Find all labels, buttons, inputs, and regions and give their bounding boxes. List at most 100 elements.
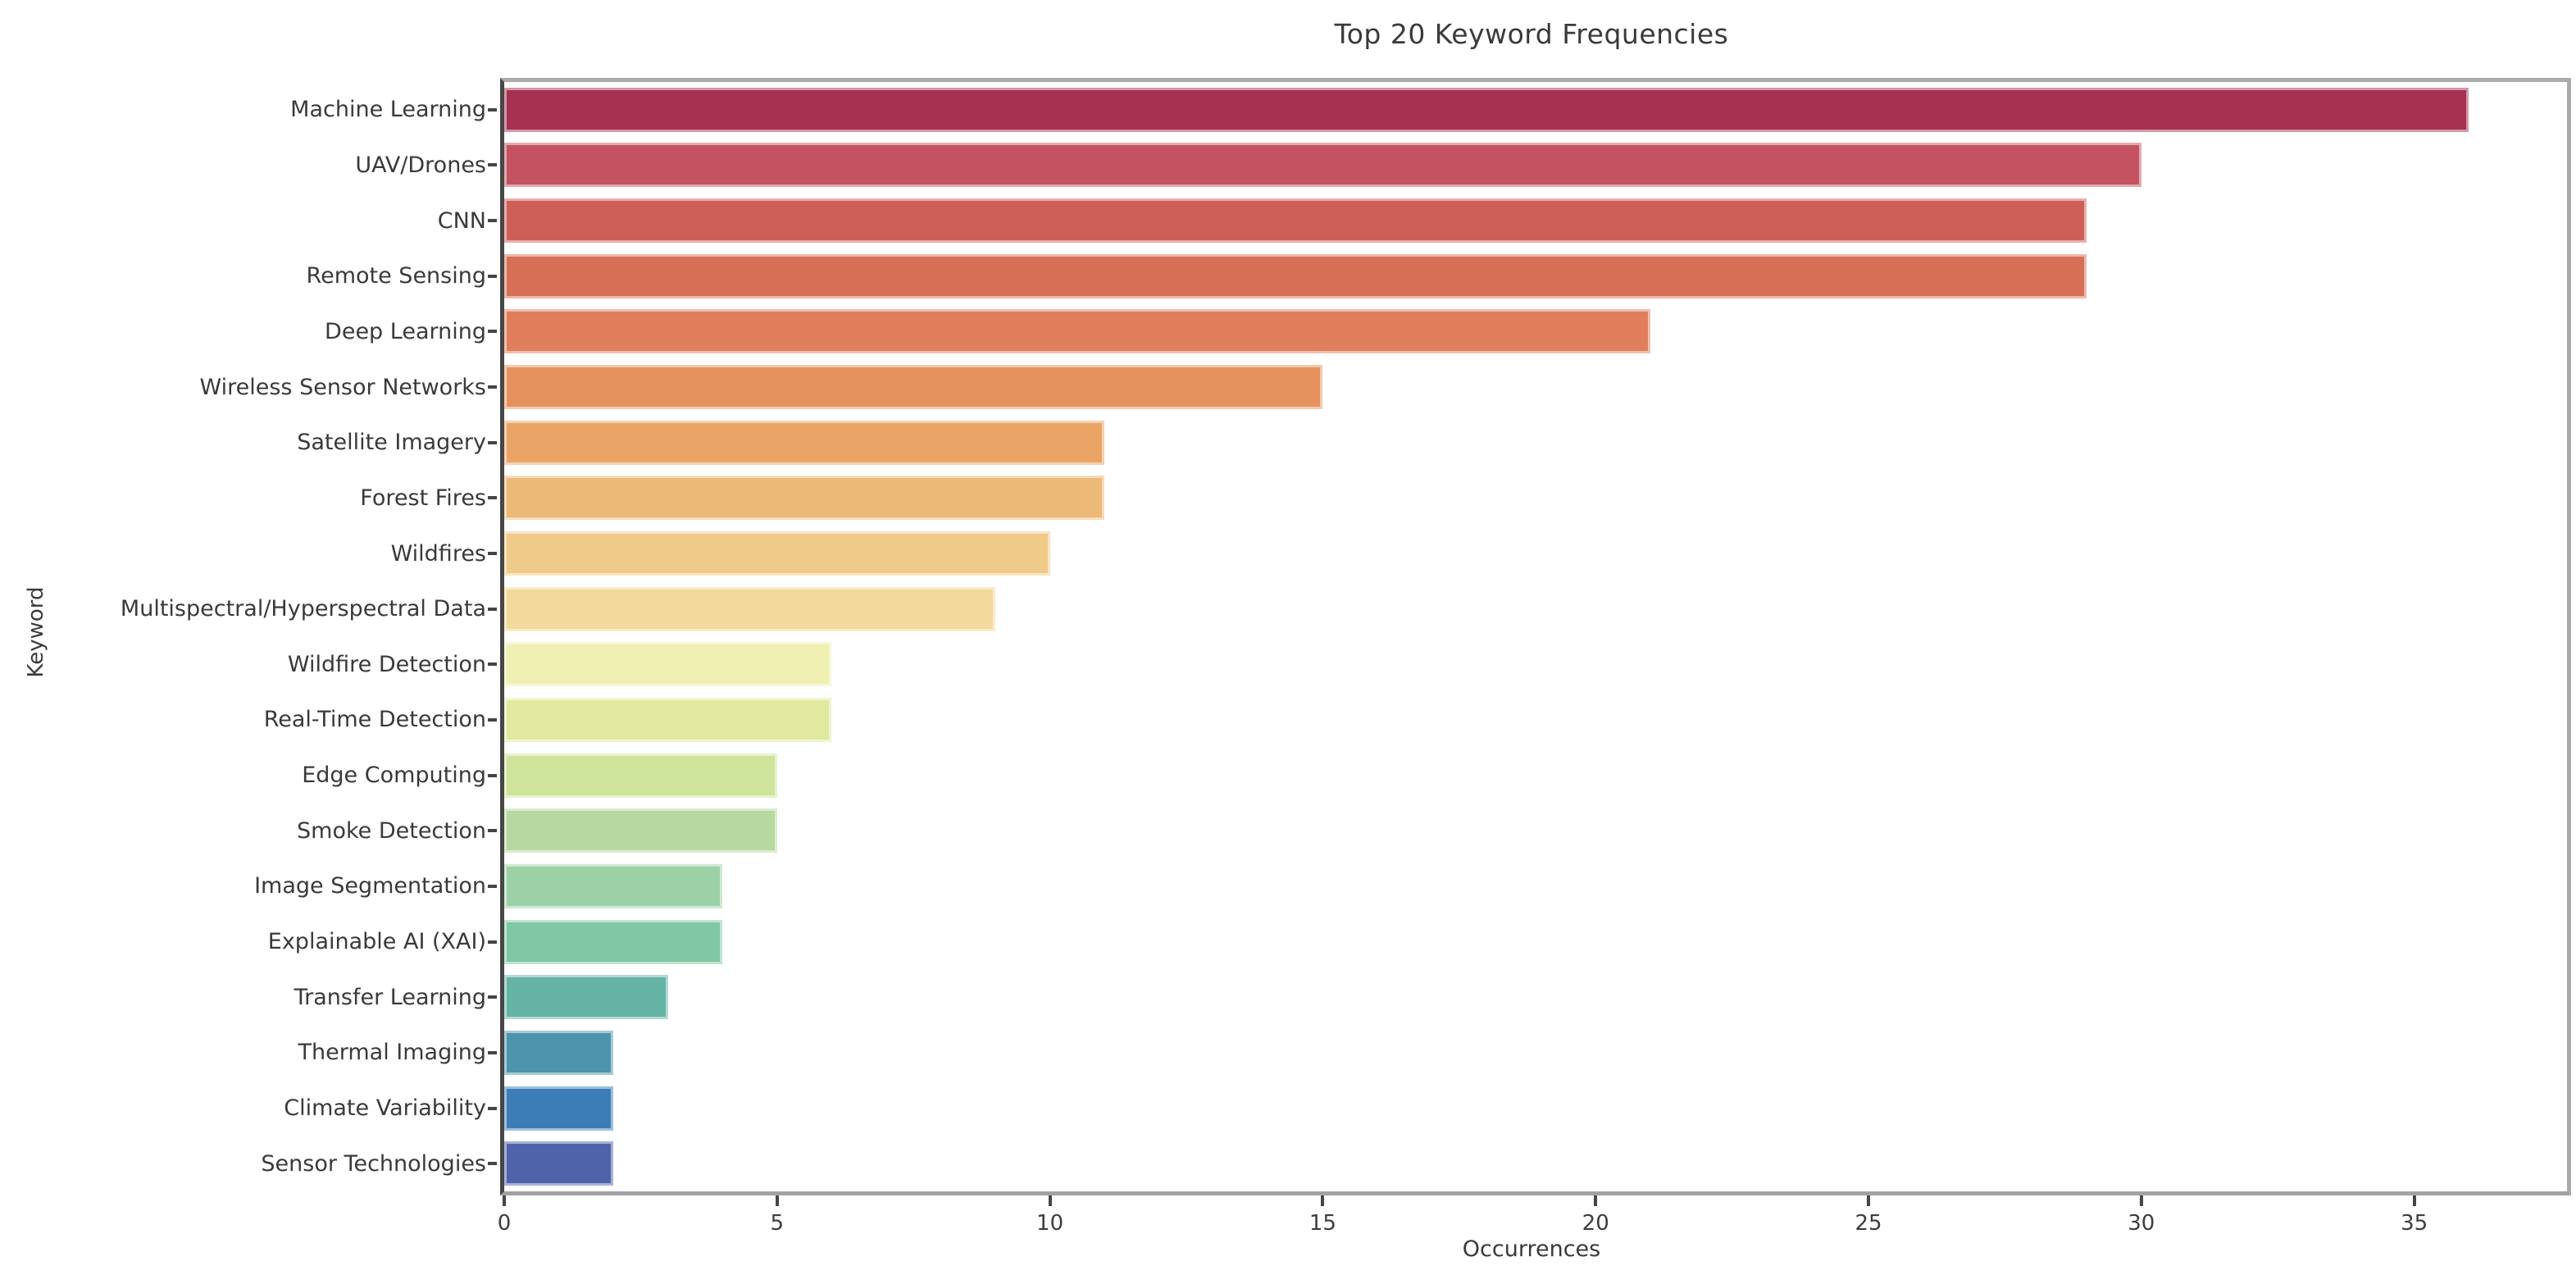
bar-row: Forest Fires: [360, 471, 2567, 526]
y-tick-mark: [488, 607, 497, 611]
bar: [504, 198, 2087, 244]
x-axis-label: Occurrences: [1462, 1236, 1601, 1262]
bar-row: Wireless Sensor Networks: [200, 359, 2567, 415]
bar: [504, 753, 777, 798]
bar: [504, 697, 832, 742]
bar-row: Satellite Imagery: [297, 415, 2567, 471]
bar: [504, 919, 723, 964]
category-label: Smoke Detection: [297, 817, 486, 844]
x-tick-label: 10: [1036, 1211, 1064, 1236]
chart-title: Top 20 Keyword Frequencies: [1334, 18, 1729, 50]
bar: [504, 1030, 614, 1075]
x-tick-mark: [1321, 1195, 1325, 1206]
category-label: Explainable AI (XAI): [267, 929, 486, 955]
y-tick-mark: [488, 163, 497, 167]
y-tick-mark: [488, 107, 497, 112]
bar-row: Machine Learning: [290, 82, 2567, 138]
y-tick-mark: [488, 1106, 497, 1110]
bar-row: Climate Variability: [284, 1081, 2567, 1136]
category-label: Climate Variability: [284, 1095, 486, 1121]
y-tick-mark: [488, 995, 497, 999]
bar: [504, 476, 1105, 521]
bar: [504, 143, 2141, 188]
bar-row: Edge Computing: [302, 748, 2567, 804]
category-label: Deep Learning: [325, 318, 486, 344]
bar-row: Deep Learning: [325, 304, 2567, 360]
bar: [504, 420, 1105, 465]
x-tick-label: 15: [1308, 1211, 1336, 1236]
bar-row: Thermal Imaging: [298, 1025, 2567, 1081]
bar-row: Wildfire Detection: [288, 637, 2567, 693]
category-label: Image Segmentation: [254, 873, 486, 899]
category-label: Thermal Imaging: [298, 1040, 486, 1066]
y-tick-mark: [488, 1162, 497, 1166]
y-tick-mark: [488, 552, 497, 555]
bar-row: Image Segmentation: [254, 858, 2567, 914]
x-tick-mark: [775, 1195, 779, 1206]
category-label: Wireless Sensor Networks: [199, 374, 486, 400]
x-tick-label: 35: [2401, 1211, 2428, 1236]
category-label: Forest Fires: [360, 485, 486, 511]
bar-row: Remote Sensing: [307, 248, 2567, 304]
category-label: UAV/Drones: [355, 152, 486, 178]
x-tick-label: 5: [770, 1211, 785, 1236]
bar-row: Real-Time Detection: [264, 692, 2567, 748]
x-tick-label: 20: [1582, 1211, 1609, 1236]
y-tick-mark: [488, 274, 497, 278]
bar-row: Smoke Detection: [297, 803, 2567, 858]
category-label: Real-Time Detection: [263, 707, 486, 733]
x-tick-mark: [1594, 1195, 1598, 1206]
category-label: Sensor Technologies: [261, 1150, 486, 1177]
bar-row: Transfer Learning: [294, 969, 2567, 1025]
bar: [504, 365, 1323, 410]
bar: [504, 1141, 614, 1186]
bar-row: Wildfires: [391, 526, 2567, 581]
x-tick-label: 0: [497, 1211, 512, 1236]
plot-area: Machine Learning UAV/Drones CNN Remote Sens…: [121, 78, 2571, 1236]
bar: [504, 531, 1050, 576]
category-label: Multispectral/Hyperspectral Data: [120, 596, 486, 622]
y-tick-mark: [488, 440, 497, 444]
y-tick-mark: [488, 1050, 497, 1054]
bar-row: Sensor Technologies: [261, 1136, 2567, 1191]
bar: [504, 87, 2469, 132]
y-tick-mark: [488, 662, 497, 667]
bar-row: CNN: [438, 193, 2567, 248]
x-tick-mark: [503, 1195, 506, 1206]
x-tick-mark: [1867, 1195, 1871, 1206]
y-tick-mark: [488, 385, 497, 389]
bar: [504, 1086, 614, 1131]
y-tick-mark: [488, 496, 497, 500]
x-tick-label: 25: [1855, 1211, 1882, 1236]
bar-row: UAV/Drones: [355, 138, 2567, 194]
category-label: Remote Sensing: [306, 263, 486, 289]
y-tick-mark: [488, 773, 497, 777]
category-label: Wildfires: [390, 540, 486, 567]
category-label: Machine Learning: [290, 97, 486, 123]
bar: [504, 808, 777, 854]
y-tick-mark: [488, 330, 497, 334]
x-tick-mark: [2412, 1195, 2416, 1206]
y-tick-mark: [488, 829, 497, 833]
bar-row: Multispectral/Hyperspectral Data: [121, 581, 2567, 637]
bar-row: Explainable AI (XAI): [268, 914, 2567, 970]
bar: [504, 863, 723, 908]
y-tick-mark: [488, 717, 497, 722]
category-label: CNN: [437, 207, 486, 234]
x-tick-label: 30: [2128, 1211, 2155, 1236]
x-tick-mark: [2139, 1195, 2143, 1206]
bar: [504, 253, 2087, 298]
x-tick-mark: [1048, 1195, 1052, 1206]
bar: [504, 309, 1650, 354]
y-tick-mark: [488, 940, 497, 944]
category-label: Satellite Imagery: [297, 430, 486, 456]
category-label: Wildfire Detection: [287, 651, 486, 677]
bar: [504, 642, 832, 687]
category-label: Edge Computing: [302, 763, 486, 789]
y-tick-mark: [488, 884, 497, 888]
y-tick-mark: [488, 219, 497, 223]
bar: [504, 975, 668, 1020]
bar: [504, 586, 996, 631]
category-label: Transfer Learning: [294, 984, 486, 1010]
